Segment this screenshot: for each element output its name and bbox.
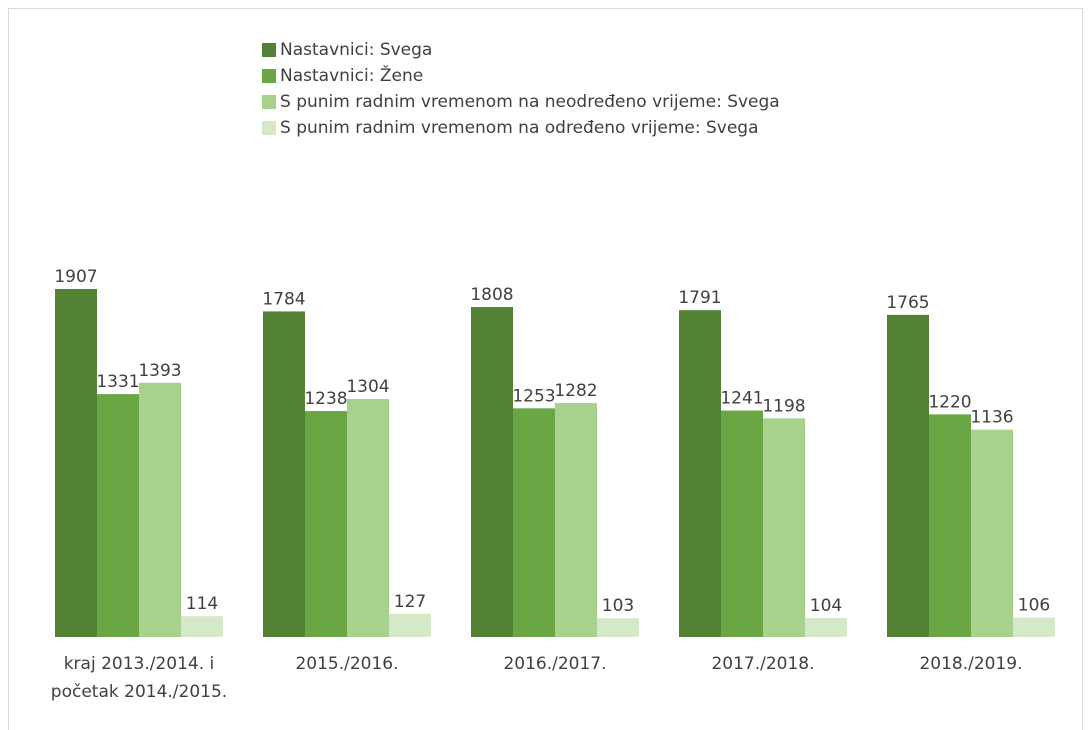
data-label: 1907 [54, 267, 97, 287]
legend-label: Nastavnici: Žene [280, 64, 423, 86]
legend-label: S punim radnim vremenom na neodređeno vr… [280, 92, 780, 112]
bar [805, 618, 847, 637]
legend-label: S punim radnim vremenom na određeno vrij… [280, 118, 759, 138]
bar [471, 307, 513, 637]
bar [1013, 617, 1055, 637]
bar [929, 414, 971, 637]
data-label: 103 [602, 596, 634, 616]
data-label: 1765 [886, 293, 929, 313]
data-label: 1238 [304, 389, 347, 409]
legend-swatch [262, 69, 276, 83]
data-label: 1808 [470, 285, 513, 305]
data-label: 1791 [678, 288, 721, 308]
bar [597, 618, 639, 637]
data-label: 1282 [554, 381, 597, 401]
legend-swatch [262, 121, 276, 135]
bar [763, 418, 805, 637]
data-label: 104 [810, 596, 842, 616]
x-tick-label: 2015./2016. [295, 654, 399, 674]
bar [389, 613, 431, 637]
data-label: 1393 [138, 361, 181, 381]
legend-label: Nastavnici: Svega [280, 40, 432, 60]
data-label: 1304 [346, 377, 389, 397]
bar [97, 394, 139, 637]
data-label: 1220 [928, 392, 971, 412]
data-label: 1253 [512, 386, 555, 406]
bar [139, 382, 181, 637]
bar [513, 408, 555, 637]
data-label: 114 [186, 594, 218, 614]
bar [679, 310, 721, 637]
data-label: 1198 [762, 396, 805, 416]
bar [555, 403, 597, 637]
bar [181, 616, 223, 637]
x-tick-label: 2017./2018. [711, 654, 815, 674]
data-label: 127 [394, 592, 426, 612]
x-tick-label: kraj 2013./2014. i početak 2014./2015. [50, 654, 228, 702]
chart-frame [8, 8, 1083, 730]
legend-swatch [262, 95, 276, 109]
bar [721, 410, 763, 637]
data-label: 1784 [262, 289, 305, 309]
bar [55, 288, 97, 637]
bar [971, 429, 1013, 637]
data-label: 1241 [720, 389, 763, 409]
data-label: 1136 [970, 408, 1013, 428]
x-tick-label: 2018./2019. [919, 654, 1023, 674]
bar [305, 411, 347, 637]
legend-swatch [262, 43, 276, 57]
bar [347, 399, 389, 637]
bar [887, 314, 929, 637]
data-label: 106 [1018, 596, 1050, 616]
bar [263, 311, 305, 637]
x-tick-label: 2016./2017. [503, 654, 607, 674]
data-label: 1331 [96, 372, 139, 392]
